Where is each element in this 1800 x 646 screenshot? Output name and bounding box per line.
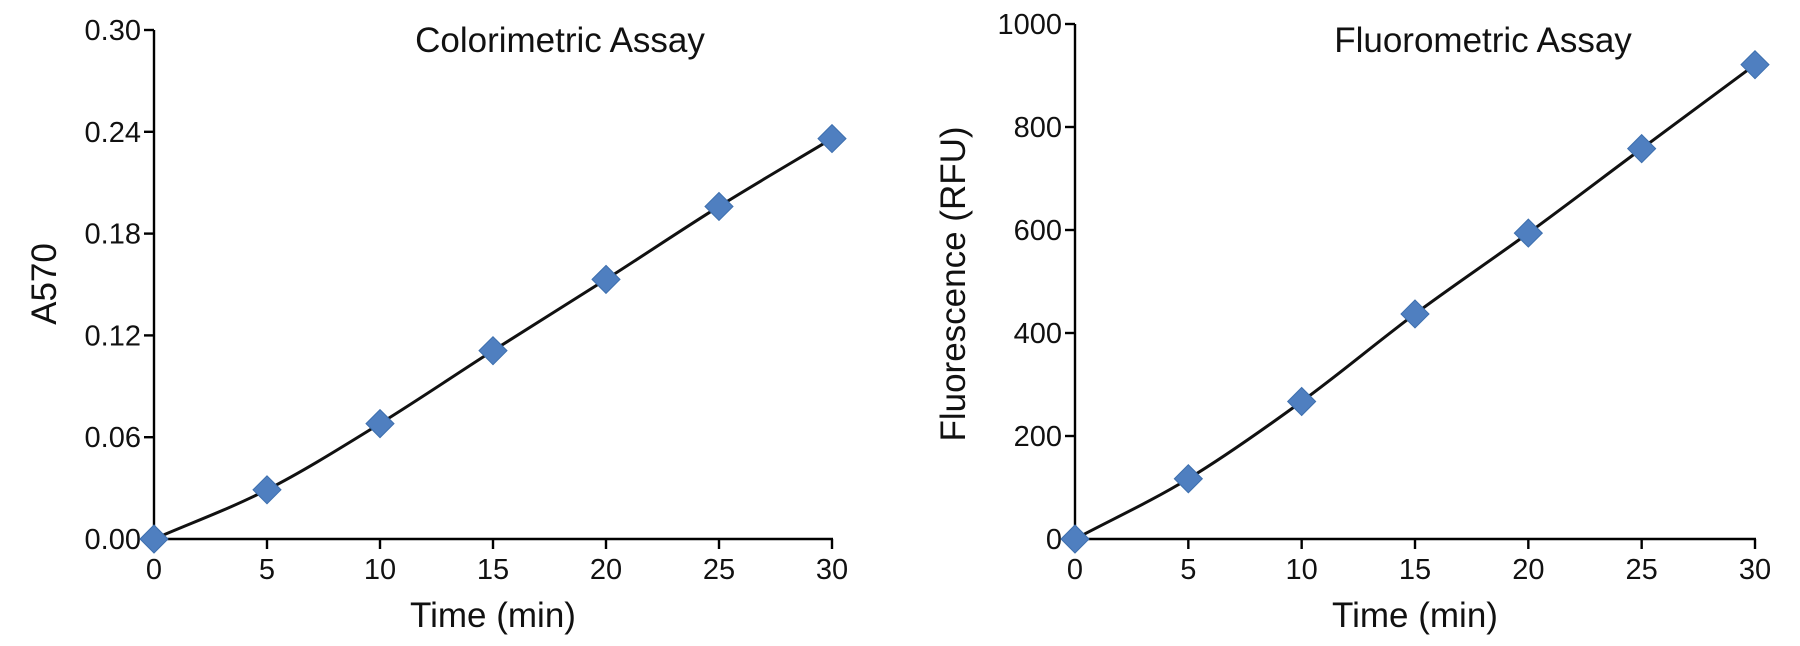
y-tick-label: 0.06 xyxy=(85,422,141,454)
y-tick-label: 200 xyxy=(1014,421,1062,453)
data-point-marker xyxy=(1626,133,1657,164)
data-point-marker xyxy=(1400,299,1430,329)
y-tick-label: 0.12 xyxy=(85,320,141,352)
fluorometric-chart: 0 5 10 15 20 25 30 0 200 400 600 800 1000 Fluorometri… xyxy=(934,9,1771,635)
x-axis-title: Time (min) xyxy=(1332,596,1498,635)
data-point-marker xyxy=(704,191,734,222)
data-point-marker xyxy=(139,524,169,554)
chart-title: Fluorometric Assay xyxy=(1334,21,1632,60)
x-tick-label: 20 xyxy=(1512,554,1544,586)
y-axis-title: Fluorescence (RFU) xyxy=(934,126,973,441)
data-point-marker xyxy=(478,335,508,366)
chart-title: Colorimetric Assay xyxy=(415,21,705,60)
y-tick-label: 0.30 xyxy=(85,15,141,47)
y-axis-title: A570 xyxy=(25,243,64,325)
x-tick-label: 15 xyxy=(477,554,509,586)
y-tick-label: 800 xyxy=(1014,112,1062,144)
x-tick-label: 5 xyxy=(259,554,275,586)
data-point-marker xyxy=(1740,49,1770,80)
x-tick-label: 0 xyxy=(146,554,162,586)
x-tick-label: 5 xyxy=(1180,554,1196,586)
data-point-marker xyxy=(365,408,395,439)
x-tick-label: 20 xyxy=(590,554,622,586)
y-tick-label: 0.18 xyxy=(85,219,141,251)
y-tick-label: 0 xyxy=(1046,524,1062,556)
data-point-marker xyxy=(591,264,621,295)
y-tick-label: 0.00 xyxy=(85,524,141,556)
y-tick-label: 600 xyxy=(1014,215,1062,247)
data-point-marker xyxy=(252,475,282,505)
data-point-marker xyxy=(1286,386,1317,417)
x-tick-label: 30 xyxy=(816,554,848,586)
x-tick-label: 0 xyxy=(1067,554,1083,586)
x-tick-label: 15 xyxy=(1399,554,1431,586)
y-tick-label: 400 xyxy=(1014,318,1062,350)
data-point-marker xyxy=(817,123,847,154)
x-tick-label: 30 xyxy=(1739,554,1771,586)
data-point-marker xyxy=(1173,464,1204,494)
y-tick-label: 0.24 xyxy=(85,117,141,149)
colorimetric-chart: 0 5 10 15 20 25 30 0.00 0.06 0.12 0.18 0.24 0.30 Colo… xyxy=(25,15,848,635)
x-tick-label: 25 xyxy=(1626,554,1658,586)
data-point-marker xyxy=(1513,218,1544,248)
y-tick-label: 1000 xyxy=(997,9,1062,41)
x-axis-title: Time (min) xyxy=(410,596,576,635)
x-tick-label: 10 xyxy=(1286,554,1318,586)
x-tick-label: 25 xyxy=(703,554,735,586)
x-tick-label: 10 xyxy=(364,554,396,586)
data-point-marker xyxy=(1060,524,1090,554)
